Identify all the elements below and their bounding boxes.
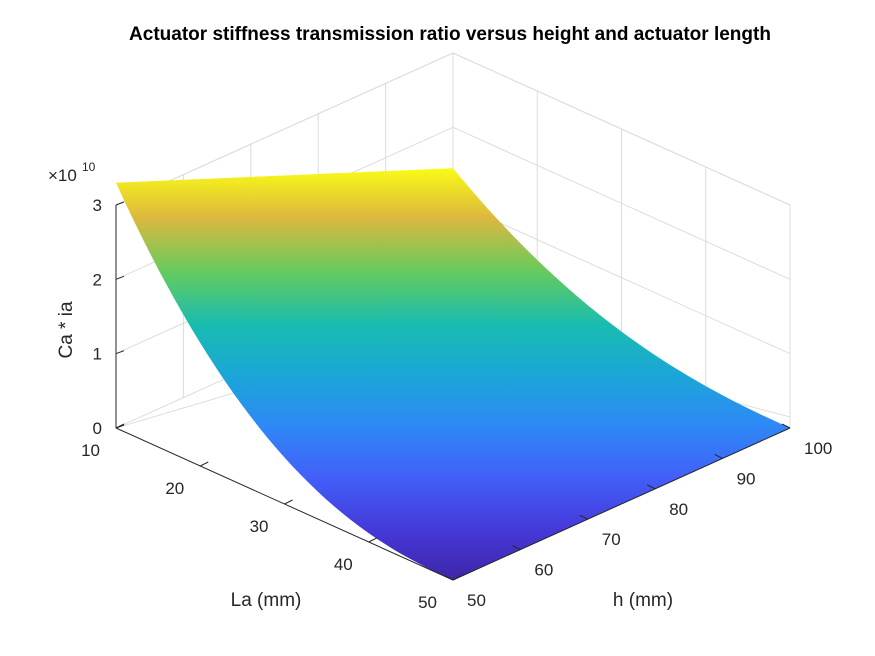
z-tick-label: 3 (93, 196, 102, 215)
z-tick-mark (115, 275, 125, 280)
z-tick-mark (115, 350, 125, 355)
chart-title: Actuator stiffness transmission ratio ve… (129, 24, 771, 45)
y-tick-mark (579, 514, 589, 520)
z-exponent-power: 10 (82, 160, 96, 174)
x-ticks: 10 20 30 40 50 (81, 423, 462, 612)
y-tick-label: 100 (804, 439, 832, 458)
x-tick-mark (200, 461, 209, 467)
axes: 0 1 2 3 10 20 30 40 50 50 60 70 80 90 100 (81, 196, 832, 612)
z-tick-label: 2 (93, 270, 102, 289)
y-tick-mark (512, 545, 521, 551)
y-tick-mark (781, 423, 791, 429)
surface-patch (116, 168, 790, 580)
y-tick-mark (714, 453, 723, 459)
y-tick-label: 90 (737, 469, 756, 488)
z-axis-label: Ca * ia (56, 301, 77, 358)
y-tick-label: 50 (467, 591, 486, 610)
x-tick-mark (368, 537, 377, 543)
x-tick-mark (284, 499, 293, 505)
surface (116, 168, 790, 580)
z-exponent: ×10 10 (48, 160, 96, 185)
y-axis-line (452, 427, 791, 581)
z-tick-label: 1 (93, 345, 102, 364)
x-tick-label: 20 (165, 479, 184, 498)
x-axis-label: La (mm) (231, 590, 302, 611)
y-tick-mark (444, 575, 454, 581)
y-tick-mark (646, 484, 656, 490)
z-ticks: 0 1 2 3 (93, 196, 125, 438)
y-tick-label: 70 (602, 530, 621, 549)
x-tick-label: 40 (334, 555, 353, 574)
y-ticks: 50 60 70 80 90 100 (444, 423, 832, 610)
z-tick-label: 0 (93, 419, 102, 438)
x-tick-label: 30 (250, 517, 269, 536)
y-axis-label: h (mm) (613, 590, 673, 611)
x-tick-mark (452, 575, 462, 581)
y-tick-label: 60 (534, 561, 553, 580)
x-tick-label: 10 (81, 441, 100, 460)
x-tick-mark (115, 423, 125, 429)
z-exponent-base: ×10 (48, 166, 77, 185)
x-tick-label: 50 (418, 593, 437, 612)
z-tick-mark (115, 201, 125, 206)
y-tick-label: 80 (669, 500, 688, 519)
